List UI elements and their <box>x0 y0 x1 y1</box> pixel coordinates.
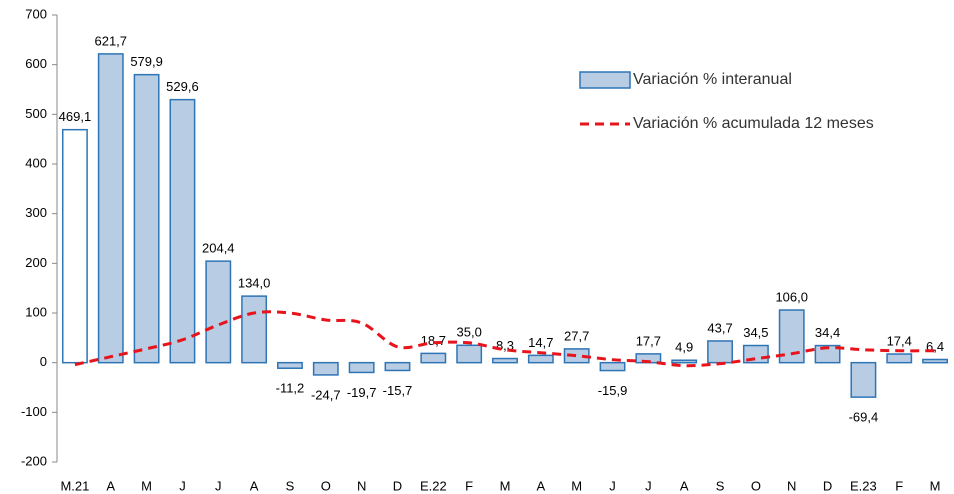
x-tick-label: M <box>930 478 941 493</box>
x-tick-label: A <box>106 478 115 493</box>
x-tick-label: M <box>141 478 152 493</box>
x-tick-label: O <box>321 478 331 493</box>
value-label: -11,2 <box>276 381 305 396</box>
bar <box>348 361 375 374</box>
y-tick-label: 700 <box>25 6 47 21</box>
x-tick-label: S <box>716 478 725 493</box>
value-label: 14,7 <box>528 335 553 350</box>
value-label: 35,0 <box>457 325 482 340</box>
value-label: 106,0 <box>775 289 808 304</box>
y-tick-label: 200 <box>25 255 47 270</box>
line <box>74 310 936 368</box>
bar <box>492 357 518 364</box>
x-tick-label: M <box>500 478 511 493</box>
value-label: 529,6 <box>166 79 199 94</box>
value-label: 34,5 <box>743 325 768 340</box>
bar <box>97 53 124 364</box>
x-tick-label: N <box>357 478 366 493</box>
legend-label: Variación % acumulada 12 meses <box>633 115 874 132</box>
y-tick-label: 300 <box>25 205 47 220</box>
x-tick-label: E.22 <box>420 478 447 493</box>
x-tick-label: D <box>823 478 832 493</box>
bar <box>850 361 877 398</box>
y-tick-label: -200 <box>21 453 47 468</box>
x-tick-label: S <box>286 478 295 493</box>
value-label: 134,0 <box>238 276 271 291</box>
y-tick-label: 100 <box>25 304 47 319</box>
x-tick-label: F <box>895 478 903 493</box>
x-tick-label: D <box>393 478 402 493</box>
x-tick-label: M.21 <box>60 478 89 493</box>
y-tick-label: 600 <box>25 56 47 71</box>
x-tick-label: A <box>680 478 689 493</box>
y-tick-label: 400 <box>25 155 47 170</box>
bar <box>169 98 196 364</box>
bar <box>241 295 268 364</box>
value-label: -69,4 <box>849 410 879 425</box>
value-label: -19,7 <box>347 385 377 400</box>
value-label: 43,7 <box>707 320 732 335</box>
x-tick-label: J <box>645 478 652 493</box>
y-tick-label: -100 <box>21 404 47 419</box>
bar <box>312 361 339 376</box>
bar <box>277 361 303 369</box>
bar <box>922 358 949 364</box>
legend-swatch <box>579 71 631 89</box>
x-tick-label: F <box>465 478 473 493</box>
value-label: 469,1 <box>59 109 92 124</box>
value-label: 621,7 <box>94 33 127 48</box>
value-label: 4,9 <box>675 340 693 355</box>
bar <box>886 353 913 364</box>
value-label: 204,4 <box>202 241 235 256</box>
x-tick-label: J <box>609 478 616 493</box>
x-tick-label: A <box>537 478 546 493</box>
bar <box>707 340 733 364</box>
x-tick-label: O <box>751 478 761 493</box>
bar <box>384 361 411 372</box>
value-label: 34,4 <box>815 325 840 340</box>
x-tick-label: N <box>787 478 796 493</box>
bar <box>599 361 626 372</box>
value-label: -15,9 <box>598 383 628 398</box>
legend-label: Variación % interanual <box>633 71 792 88</box>
bar <box>671 359 698 364</box>
bar <box>527 354 554 364</box>
value-label: -15,7 <box>383 383 413 398</box>
x-tick-label: M <box>571 478 582 493</box>
value-label: 27,7 <box>564 328 589 343</box>
bar <box>61 128 88 364</box>
y-tick-label: 0 <box>40 354 47 369</box>
value-label: 17,7 <box>636 333 661 348</box>
bar <box>814 344 841 364</box>
bar <box>420 352 447 364</box>
x-tick-label: J <box>179 478 186 493</box>
bar <box>133 73 160 364</box>
bar <box>456 344 483 364</box>
x-tick-label: A <box>250 478 259 493</box>
value-label: 17,4 <box>887 333 912 348</box>
x-tick-label: J <box>215 478 222 493</box>
bar <box>205 260 232 364</box>
y-tick-label: 500 <box>25 106 47 121</box>
value-label: -24,7 <box>311 387 341 402</box>
x-tick-label: E.23 <box>850 478 877 493</box>
value-label: 579,9 <box>130 54 163 69</box>
